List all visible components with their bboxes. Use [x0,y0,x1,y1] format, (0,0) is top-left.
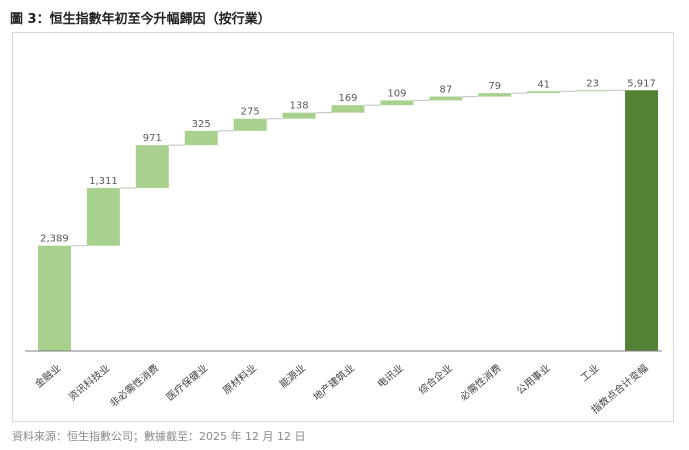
category-label: 金融业 [32,361,63,390]
bar [429,96,463,101]
figure-title: 圖 3：恒生指數年初至今升幅歸因（按行業） [10,12,271,27]
value-label: 5,917 [627,78,656,89]
value-label: 41 [537,79,550,90]
value-label: 109 [387,88,406,99]
bar [527,91,561,94]
bar [478,93,512,97]
value-label: 87 [439,85,452,96]
total-bar [625,90,659,351]
category-label: 资讯科技业 [66,361,113,403]
chart-frame: 2,389 金融业 1,311 资讯科技业 971 非必需性消费 325 医疗保健业 275 原材… [12,32,674,422]
bar [576,90,610,92]
category-label: 综合企业 [416,361,455,397]
category-label: 工业 [579,362,602,384]
value-label: 971 [143,133,162,144]
category-label: 医疗保健业 [164,361,211,403]
category-label: 能源业 [277,361,308,390]
value-label: 169 [338,93,357,104]
bar [380,100,414,106]
value-label: 325 [192,119,211,130]
category-label: 地产建筑业 [310,361,357,403]
bar [233,118,267,131]
value-label: 2,389 [40,234,69,245]
bar [282,112,316,119]
value-label: 1,311 [89,176,118,187]
category-label: 原材料业 [220,361,259,397]
category-label: 非必需性消费 [107,361,161,410]
category-label: 公用事业 [514,361,553,397]
bar [37,245,71,351]
bar [86,187,120,246]
waterfall-chart: 2,389 金融业 1,311 资讯科技业 971 非必需性消费 325 医疗保健业 275 原材… [25,78,662,416]
source-note: 資料來源：恒生指數公司；數據截至：2025 年 12 月 12 日 [12,430,306,443]
value-label: 275 [241,107,260,118]
value-label: 23 [586,78,599,89]
value-label: 138 [290,101,309,112]
category-label: 电讯业 [375,361,406,390]
bar [135,145,169,188]
bar [331,105,365,113]
value-label: 79 [488,81,501,92]
category-label: 必需性消费 [457,361,504,403]
bar [184,130,218,146]
